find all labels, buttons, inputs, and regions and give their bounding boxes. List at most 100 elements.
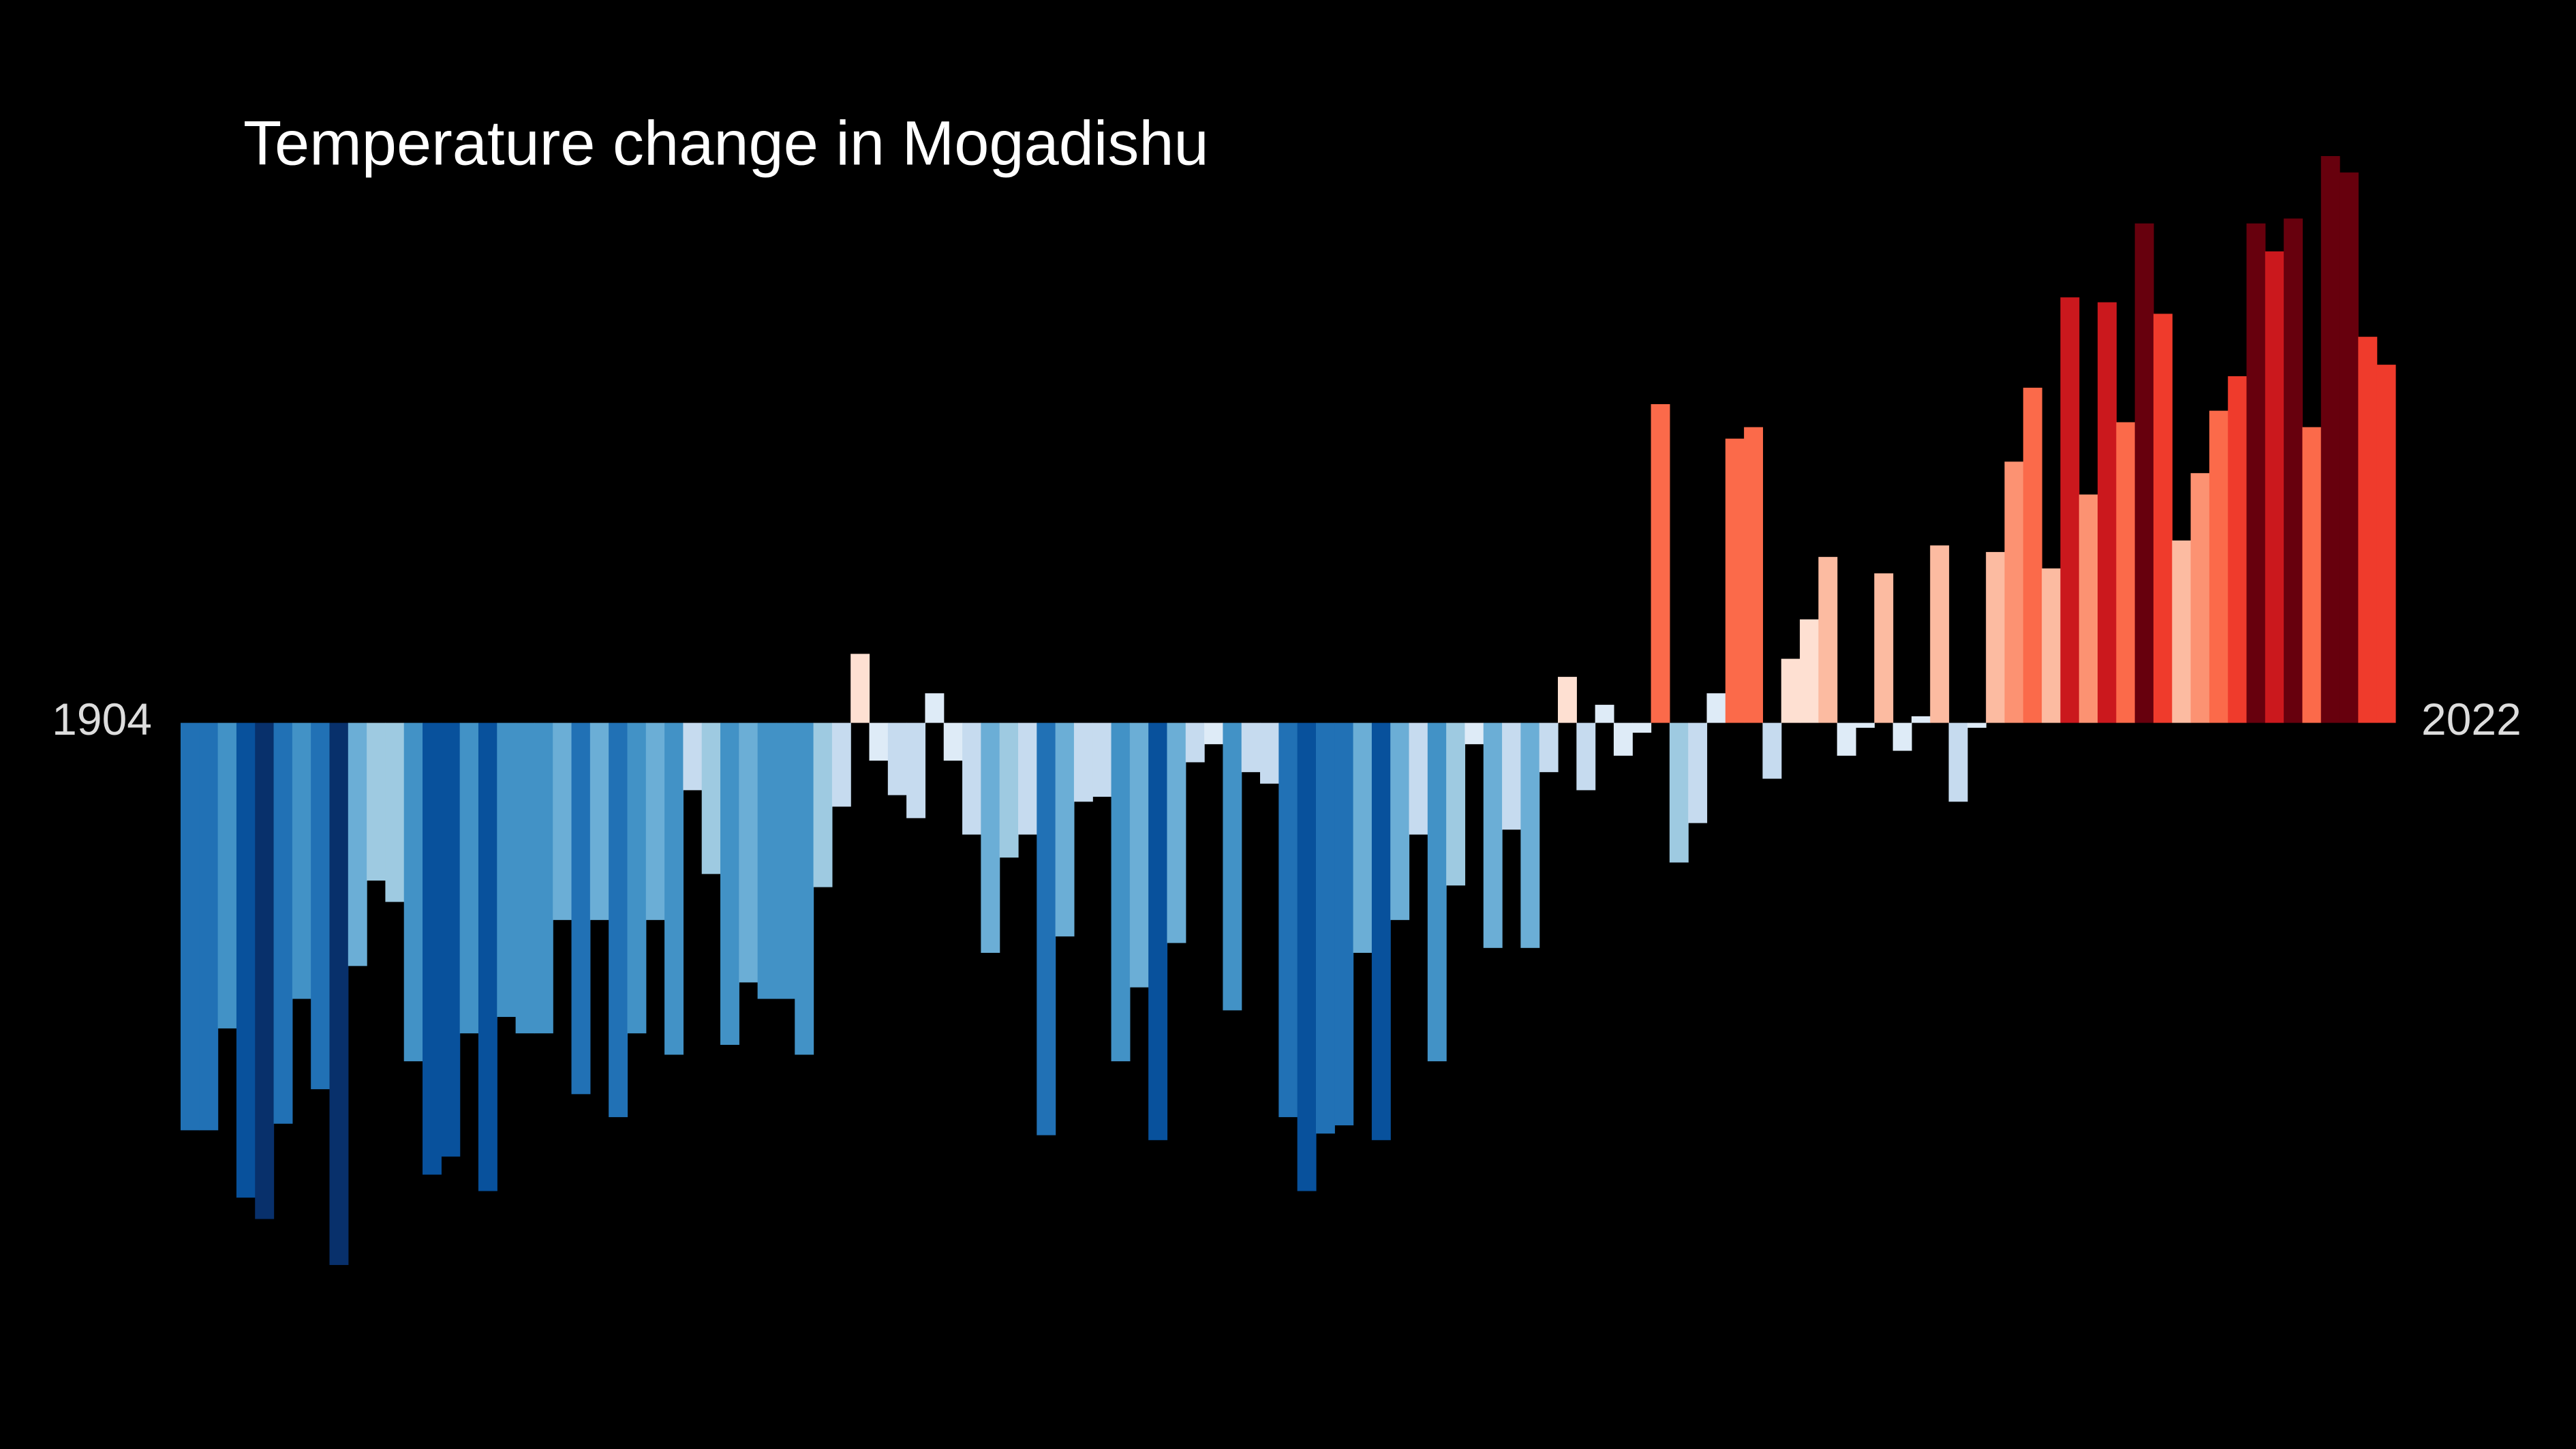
bar xyxy=(217,722,237,1028)
bar xyxy=(1651,403,1670,723)
bar xyxy=(1558,677,1577,723)
bar xyxy=(1632,722,1652,733)
bar xyxy=(943,722,963,761)
bar xyxy=(1781,658,1800,723)
bar xyxy=(720,722,739,1046)
bar xyxy=(348,722,367,966)
bar xyxy=(1502,722,1521,830)
bar xyxy=(999,722,1019,858)
bar xyxy=(1744,427,1764,723)
bar xyxy=(850,654,870,723)
bar xyxy=(1967,722,1987,728)
bar xyxy=(701,722,721,874)
bar xyxy=(1800,619,1819,723)
bar xyxy=(403,722,423,1062)
bar xyxy=(1204,722,1224,744)
bar xyxy=(1520,722,1540,948)
bar xyxy=(1297,722,1317,1191)
bar xyxy=(1241,722,1261,772)
bar xyxy=(1762,722,1782,779)
bar xyxy=(2320,155,2340,723)
bar xyxy=(1706,693,1726,723)
bar xyxy=(236,722,256,1198)
bar xyxy=(1334,722,1354,1126)
bar xyxy=(1427,722,1447,1062)
bar xyxy=(869,722,889,761)
bar xyxy=(1148,722,1168,1140)
bar xyxy=(1669,722,1689,863)
bar xyxy=(1167,722,1186,943)
bar xyxy=(1111,722,1131,1062)
bar xyxy=(199,722,219,1131)
bar xyxy=(683,722,703,791)
bar xyxy=(1185,722,1205,763)
bar xyxy=(515,722,535,1034)
bar xyxy=(1129,722,1149,988)
bar xyxy=(2098,302,2117,723)
bar xyxy=(831,722,851,807)
bar xyxy=(2079,494,2098,723)
bar xyxy=(329,722,349,1266)
bar xyxy=(1483,722,1503,948)
bar xyxy=(1371,722,1391,1140)
chart-title: Temperature change in Mogadishu xyxy=(243,108,1209,178)
bar xyxy=(1613,722,1633,756)
bar xyxy=(2153,314,2173,723)
bar xyxy=(1092,722,1112,797)
bar xyxy=(1073,722,1093,802)
bar xyxy=(1260,722,1279,784)
bar xyxy=(459,722,479,1034)
bar xyxy=(1315,722,1335,1134)
bar xyxy=(2228,376,2248,723)
bar xyxy=(2134,223,2154,723)
bar xyxy=(813,722,833,887)
bar xyxy=(1353,722,1373,954)
bar xyxy=(441,722,461,1157)
bar xyxy=(2190,473,2210,723)
bar xyxy=(1576,722,1596,791)
bar xyxy=(1539,722,1559,772)
bar xyxy=(2209,410,2228,723)
bar xyxy=(1911,716,1931,723)
bar xyxy=(2302,427,2322,723)
bar xyxy=(1930,545,1950,723)
bar xyxy=(962,722,981,835)
bar xyxy=(2172,540,2192,723)
bar xyxy=(2042,568,2061,723)
bar xyxy=(1409,722,1428,835)
bar xyxy=(2284,218,2303,723)
bar xyxy=(739,722,758,983)
bar xyxy=(1017,722,1037,835)
bar xyxy=(1595,705,1614,723)
bar xyxy=(292,722,311,999)
bar xyxy=(2023,387,2042,723)
bar xyxy=(181,722,200,1131)
bar xyxy=(1948,722,1968,802)
bar xyxy=(776,722,795,999)
bar xyxy=(664,722,684,1055)
bar xyxy=(1688,722,1708,823)
x-tick-label: 2022 xyxy=(2421,694,2521,744)
bar xyxy=(2246,223,2266,723)
bar xyxy=(645,722,665,920)
bar xyxy=(609,722,628,1118)
bar xyxy=(795,722,814,1055)
bar xyxy=(1037,722,1056,1135)
bar xyxy=(1837,722,1856,756)
bar xyxy=(478,722,497,1191)
bar xyxy=(367,722,386,881)
bar xyxy=(925,693,945,723)
bar xyxy=(1855,722,1875,728)
x-tick-label: 1904 xyxy=(52,694,152,744)
bar xyxy=(1390,722,1410,920)
bar xyxy=(1986,551,2006,723)
bar xyxy=(757,722,777,999)
bar xyxy=(1892,722,1912,751)
bar xyxy=(273,722,293,1124)
bar xyxy=(627,722,647,1034)
bar xyxy=(2265,251,2284,723)
bar xyxy=(2004,461,2024,723)
bar xyxy=(2358,337,2378,723)
bar xyxy=(1446,722,1466,886)
